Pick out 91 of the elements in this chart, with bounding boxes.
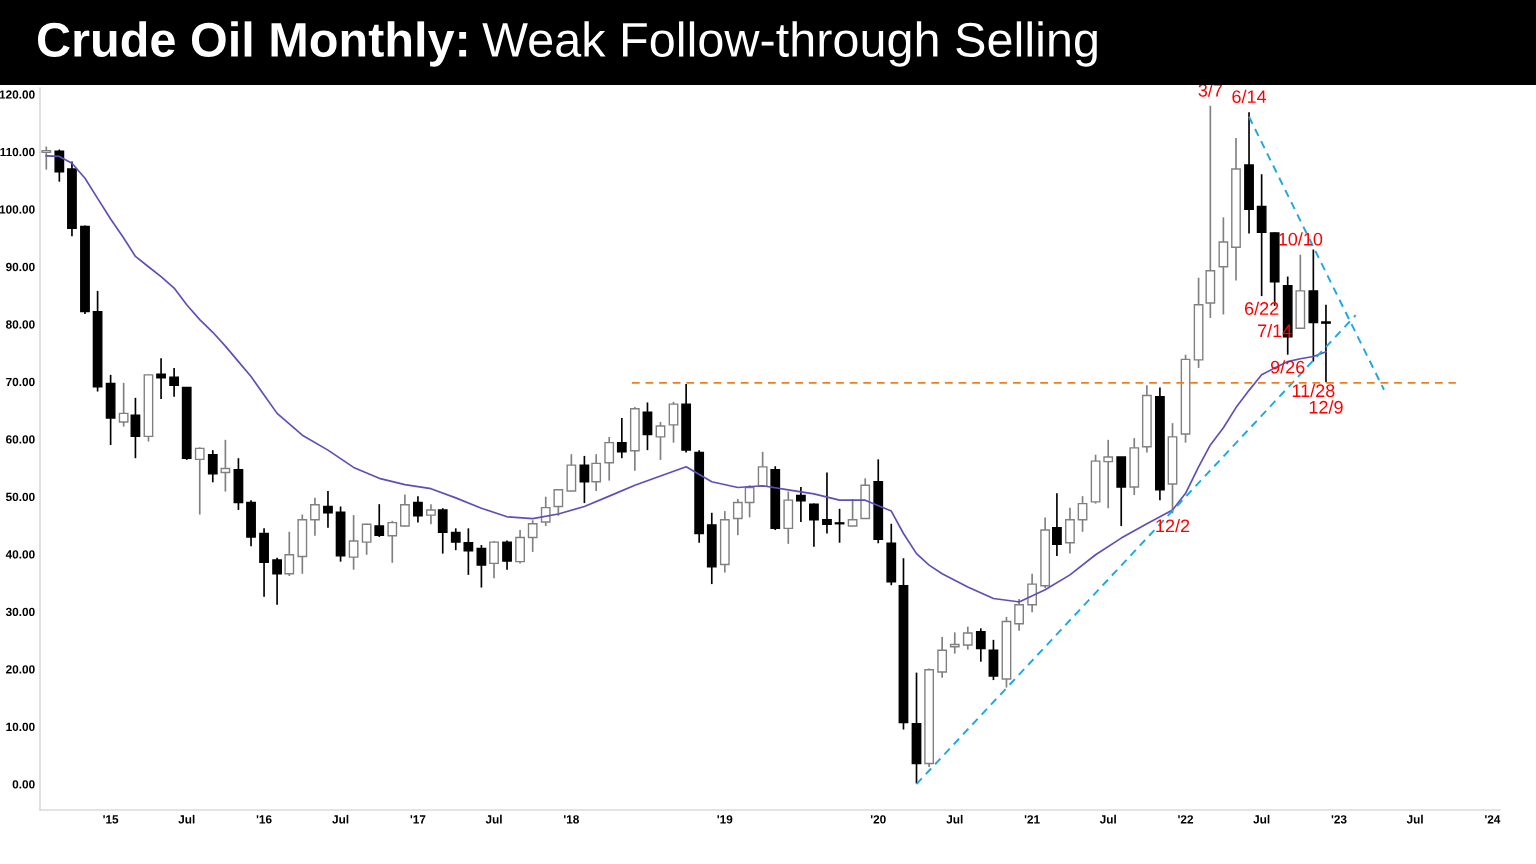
candlestick xyxy=(668,401,679,444)
y-tick-label: 100.00 xyxy=(0,205,35,214)
x-tick-label: '16 xyxy=(256,815,272,824)
annotation: 9/26 xyxy=(1270,360,1305,374)
y-tick-label: 90.00 xyxy=(6,262,35,272)
candlestick xyxy=(413,495,423,524)
x-tick-label: '19 xyxy=(717,815,733,824)
candlestick xyxy=(489,540,499,580)
annotation: 6/22 xyxy=(1244,301,1279,315)
candlestick xyxy=(426,503,436,526)
candlestick xyxy=(272,556,282,606)
x-tick-label: '22 xyxy=(1178,815,1194,824)
candlestick xyxy=(387,520,398,564)
x-tick-label: Jul xyxy=(1099,814,1116,824)
candlestick xyxy=(809,502,819,548)
candlestick xyxy=(1052,492,1062,557)
candlestick xyxy=(476,544,487,589)
chart-subtitle: Weak Follow-through Selling xyxy=(482,21,1097,67)
x-tick-label: '18 xyxy=(564,815,579,824)
x-tick-label: '17 xyxy=(410,815,426,824)
candlestick xyxy=(616,417,627,460)
candlestick xyxy=(169,367,180,398)
y-tick-label: 0.00 xyxy=(12,780,35,789)
candlestick xyxy=(642,401,653,451)
candlestick xyxy=(604,436,615,482)
candlestick xyxy=(795,486,806,523)
x-tick-label: Jul xyxy=(946,814,963,824)
candlestick xyxy=(207,449,218,484)
candlestick xyxy=(527,519,538,553)
y-tick-label: 110.00 xyxy=(0,147,35,157)
candlestick xyxy=(361,522,372,556)
candlestick xyxy=(463,527,474,576)
y-tick-label: 70.00 xyxy=(6,377,35,387)
candlestick xyxy=(1077,495,1088,533)
y-tick-label: 80.00 xyxy=(5,320,35,329)
x-tick-label: '15 xyxy=(103,815,119,824)
candlestick xyxy=(399,493,410,528)
y-tick-label: 30.00 xyxy=(5,607,35,617)
candlestick xyxy=(54,148,65,183)
y-tick-label: 10.00 xyxy=(6,722,35,732)
candlestick xyxy=(310,497,320,537)
candlestick xyxy=(962,625,973,651)
x-tick-label: Jul xyxy=(1253,814,1270,824)
candlestick xyxy=(130,397,141,460)
annotation: 12/2 xyxy=(1156,518,1190,533)
x-tick-label: Jul xyxy=(485,814,502,824)
candlestick xyxy=(975,627,986,663)
candlestick xyxy=(1103,438,1114,510)
x-tick-label: Jul xyxy=(178,814,195,824)
x-tick-label: '21 xyxy=(1024,815,1040,824)
candlestick xyxy=(1027,572,1038,614)
candlestick xyxy=(655,421,666,461)
candlestick xyxy=(220,438,231,493)
candlestick xyxy=(194,446,205,516)
candlestick xyxy=(744,484,755,519)
candlestick xyxy=(1065,506,1075,555)
annotation: 11/28 xyxy=(1292,383,1335,398)
candlestick xyxy=(323,490,333,529)
candlestick xyxy=(540,495,551,527)
x-tick-label: Jul xyxy=(1406,814,1423,824)
candlestick xyxy=(1321,303,1331,384)
y-tick-label: 40.00 xyxy=(5,550,35,559)
candlestick xyxy=(284,530,295,577)
annotation: 12/9 xyxy=(1309,400,1343,414)
candlestick xyxy=(553,488,564,517)
x-tick-label: '20 xyxy=(870,815,886,824)
y-tick-label: 60.00 xyxy=(6,435,35,444)
candlestick xyxy=(348,514,359,571)
candlestick xyxy=(591,453,602,492)
candlestick xyxy=(757,451,768,488)
candlestick xyxy=(41,145,52,171)
candlestick xyxy=(374,503,385,538)
annotation: 6/14 xyxy=(1232,89,1267,104)
candlestick xyxy=(937,636,948,679)
x-tick-label: '24 xyxy=(1485,815,1501,824)
candlestick xyxy=(579,455,590,504)
candlestick xyxy=(437,507,448,555)
x-tick-label: Jul xyxy=(332,814,349,824)
y-tick-label: 50.00 xyxy=(5,492,35,502)
candlestick xyxy=(732,498,743,537)
y-tick-label: 120.00 xyxy=(0,90,35,99)
candlestick xyxy=(822,471,832,535)
candlestick xyxy=(1014,598,1024,632)
candlestick xyxy=(118,382,129,428)
y-tick-label: 20.00 xyxy=(6,665,35,674)
x-tick-label: '23 xyxy=(1331,815,1347,824)
candlestick xyxy=(834,507,845,544)
candlestick xyxy=(450,527,461,552)
candlestick xyxy=(502,539,512,571)
candlestick xyxy=(847,498,858,527)
chart-title: Crude Oil Monthly: xyxy=(38,21,467,67)
